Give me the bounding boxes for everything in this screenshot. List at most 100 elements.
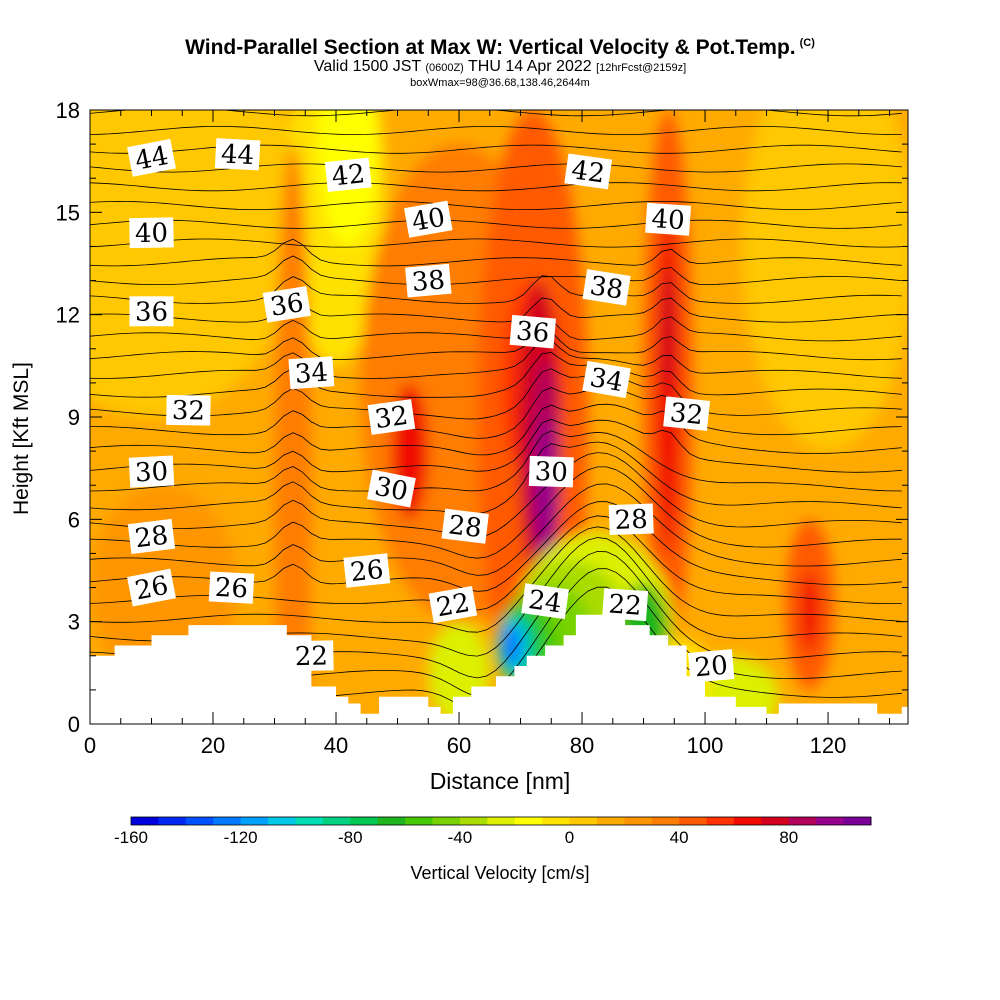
colorbar-swatch xyxy=(268,817,296,825)
x-tick-label: 60 xyxy=(447,733,471,758)
w-region-2 xyxy=(317,110,380,247)
contour-label-34: 34 xyxy=(288,356,335,390)
x-tick-label: 80 xyxy=(570,733,594,758)
colorbar-swatch xyxy=(624,817,653,825)
box-wmax-note: boxWmax=98@36.68,138.46,2644m xyxy=(410,77,590,89)
contour-label-box xyxy=(602,588,649,622)
contour-label-box xyxy=(564,153,613,190)
contour-label-text: 32 xyxy=(373,401,410,435)
contour-label-text: 30 xyxy=(372,472,410,508)
contour-label-box xyxy=(128,455,175,488)
contour-label-box xyxy=(289,640,334,672)
contour-label-box xyxy=(428,586,478,624)
colorbar-swatch xyxy=(679,817,708,825)
contour-label-40: 40 xyxy=(404,200,453,238)
colorbar-tick-label: -80 xyxy=(338,828,363,847)
w-region-25 xyxy=(502,625,521,667)
contour-label-text: 36 xyxy=(268,288,305,323)
contour-label-36: 36 xyxy=(509,314,557,349)
contour-label-22: 22 xyxy=(602,588,649,622)
subtitle-forecast: [12hrFcst@2159z] xyxy=(596,62,687,74)
contour-label-box xyxy=(288,356,335,390)
contour-label-text: 26 xyxy=(214,573,249,605)
w-region-17 xyxy=(800,570,819,653)
colorbar-tick-label: -120 xyxy=(224,828,258,847)
contour-label-text: 26 xyxy=(133,571,171,607)
contour-label-box xyxy=(509,314,557,349)
contour-label-30: 30 xyxy=(366,469,416,508)
colorbar-label: Vertical Velocity [cm/s] xyxy=(410,863,590,883)
theta-contour-line xyxy=(90,238,902,248)
copyright-mark: (C) xyxy=(799,37,815,49)
contour-label-box xyxy=(663,396,711,431)
colorbar-swatch xyxy=(185,817,214,825)
contour-label-text: 22 xyxy=(434,588,472,623)
theta-contour-line xyxy=(90,163,902,173)
contour-label-text: 36 xyxy=(135,297,168,327)
contour-label-44: 44 xyxy=(214,138,261,171)
colorbar-swatch xyxy=(131,817,159,825)
theta-contour-line xyxy=(90,418,902,473)
theta-contour-line xyxy=(90,526,902,633)
contour-label-24: 24 xyxy=(521,583,569,620)
theta-contour-line xyxy=(90,441,902,515)
colorbar-swatch xyxy=(240,817,269,825)
x-tick-label: 0 xyxy=(84,733,96,758)
colorbar-tick-label: -40 xyxy=(448,828,473,847)
y-tick-label: 0 xyxy=(68,712,80,737)
x-axis-label: Distance [nm] xyxy=(429,768,571,794)
x-tick-label: 40 xyxy=(324,733,348,758)
contour-label-box xyxy=(645,202,692,236)
contour-label-28: 28 xyxy=(441,508,489,544)
contour-label-text: 24 xyxy=(526,585,563,619)
contour-label-box xyxy=(687,649,735,683)
colorbar-swatch xyxy=(596,817,625,825)
contour-label-36: 36 xyxy=(262,286,311,323)
contour-label-text: 30 xyxy=(134,457,169,489)
contour-label-box xyxy=(166,394,211,426)
colorbar-swatch xyxy=(377,817,406,825)
y-tick-label: 9 xyxy=(68,405,80,430)
contour-label-text: 26 xyxy=(349,555,385,588)
contour-label-box xyxy=(214,138,261,171)
contour-label-40: 40 xyxy=(645,202,692,236)
colorbar-swatch xyxy=(350,817,379,825)
contour-label-box xyxy=(127,138,176,177)
theta-contour-line xyxy=(90,182,902,192)
contour-label-box xyxy=(521,583,569,620)
contour-label-text: 34 xyxy=(294,358,329,390)
colorbar-frame xyxy=(130,816,872,826)
x-tick-label: 100 xyxy=(687,733,724,758)
y-tick-label: 6 xyxy=(68,507,80,532)
contour-label-44: 44 xyxy=(127,138,176,177)
contour-label-box xyxy=(404,200,453,238)
contour-label-text: 44 xyxy=(220,139,255,171)
contour-label-34: 34 xyxy=(582,360,631,398)
theta-contour-line xyxy=(90,255,902,285)
contour-label-box xyxy=(324,157,372,193)
contour-label-text: 40 xyxy=(135,219,169,250)
contour-label-box xyxy=(343,553,391,588)
colorbar-swatch xyxy=(322,817,351,825)
theta-contour-line xyxy=(90,483,902,576)
contour-label-text: 32 xyxy=(668,398,704,431)
contour-label-28: 28 xyxy=(608,503,654,536)
colorbar-swatch xyxy=(542,817,571,825)
contour-label-32: 32 xyxy=(367,399,416,435)
contour-label-box xyxy=(608,503,654,536)
y-tick-label: 15 xyxy=(56,200,80,225)
contour-label-36: 36 xyxy=(129,296,174,327)
theta-contour-line xyxy=(90,387,902,439)
subtitle-date: THU 14 Apr 2022 xyxy=(468,58,592,75)
colorbar-swatch xyxy=(569,817,598,825)
colorbar-swatch xyxy=(733,817,762,825)
contour-label-box xyxy=(582,269,631,306)
contour-label-22: 22 xyxy=(428,586,478,624)
contour-label-42: 42 xyxy=(324,157,372,193)
contour-label-box xyxy=(127,518,176,554)
contour-label-text: 42 xyxy=(570,155,607,189)
chart-title: Wind-Parallel Section at Max W: Vertical… xyxy=(0,36,1000,60)
colorbar-swatch xyxy=(816,817,845,825)
colorbar-tick-label: 40 xyxy=(670,828,689,847)
